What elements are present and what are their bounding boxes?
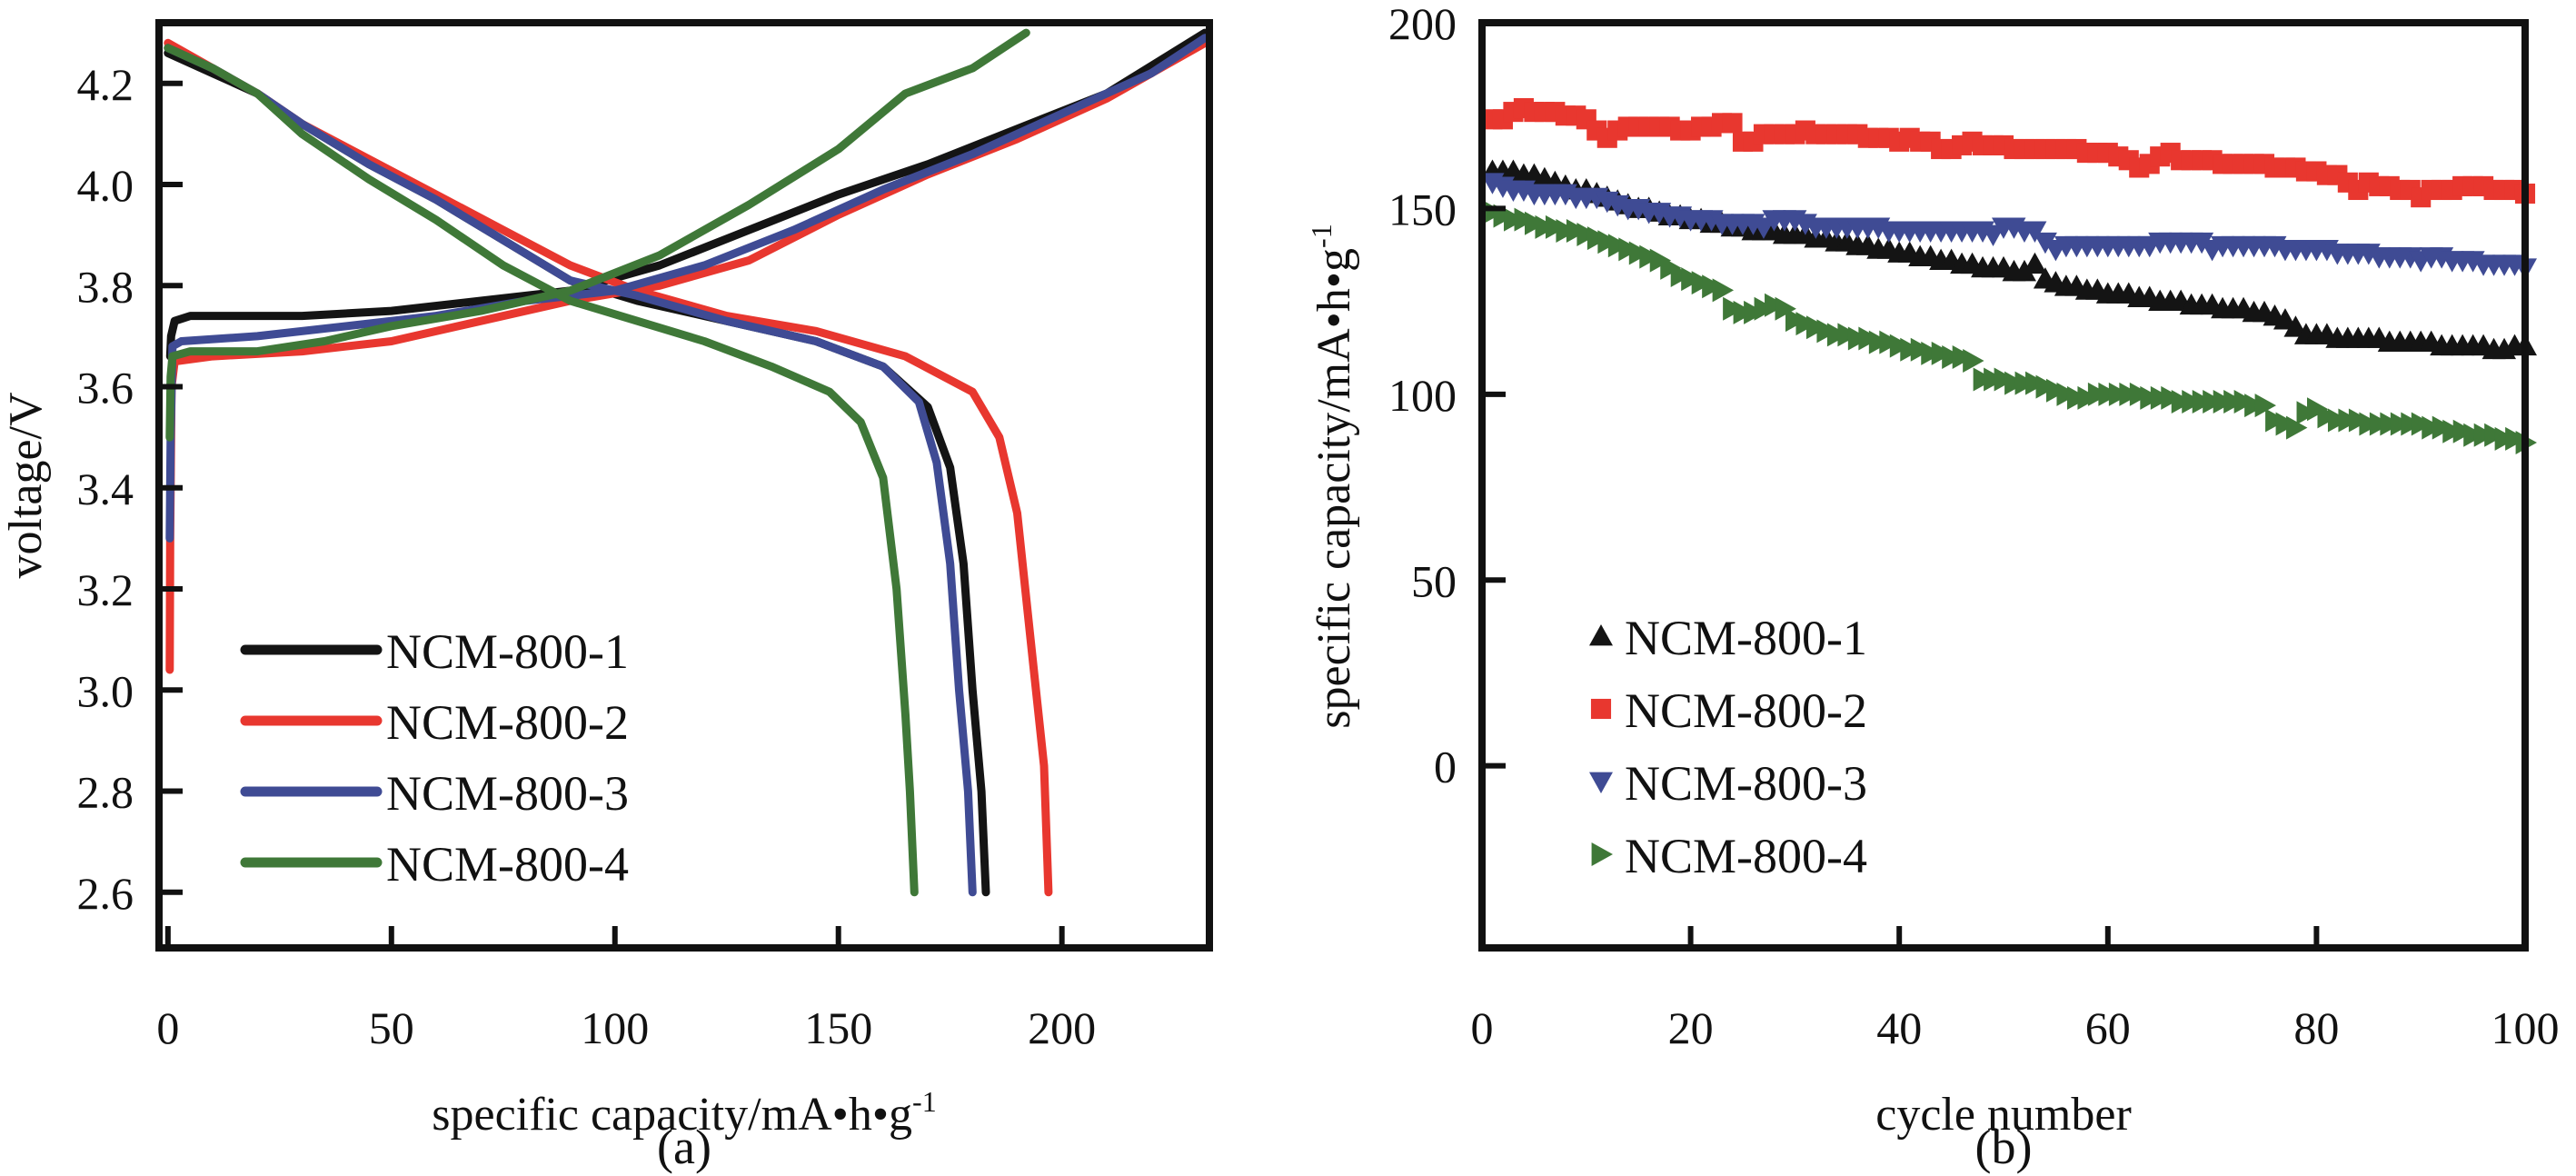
legend-item-ncm-800-4: NCM-800-4: [240, 837, 629, 892]
panel-b-ticks: 0 20 40 60 80 100 0 50 100 150 200: [1388, 0, 2560, 1053]
y-tick-label-100: 100: [1388, 370, 1457, 421]
x-tick-label-0: 0: [1471, 1002, 1494, 1053]
y-tick-label-200: 200: [1388, 0, 1457, 49]
x-tick-label-150: 150: [804, 1002, 872, 1053]
legend-label-ncm-800-4: NCM-800-4: [386, 837, 629, 892]
y-tick-label-2-6: 2.6: [77, 868, 134, 919]
legend-marker-ncm-800-4: [1591, 842, 1613, 866]
x-tick-label-60: 60: [2085, 1002, 2131, 1053]
panel-a-x-axis-title-text: specific capacity/mA•h•g: [432, 1089, 912, 1141]
x-tick-label-40: 40: [1876, 1002, 1922, 1053]
panel-b-label: (b): [1975, 1120, 2033, 1174]
legend-marker-ncm-800-3: [1589, 772, 1613, 793]
legend-item-ncm-800-2: NCM-800-2: [1590, 683, 1867, 738]
series-ncm-800-4-charge-curve: [165, 28, 1030, 442]
panel-b-cycling: 0 20 40 60 80 100 0 50 100 150 200 cycle number sp…: [1305, 0, 2560, 1174]
data-point-ncm-800-2-cycle-24: [1722, 113, 1743, 134]
panel-a-x-axis-title: specific capacity/mA•h•g-1: [432, 1085, 936, 1141]
panel-a-y-axis-title: voltage/V: [0, 392, 52, 578]
y-tick-label-3-8: 3.8: [77, 261, 134, 312]
data-point-ncm-800-1-cycle-53: [2023, 252, 2047, 274]
panel-b-y-axis-title-superscript: -1: [1305, 224, 1338, 248]
series-ncm-800-2: [1482, 97, 2536, 208]
data-point-ncm-800-4-cycle-75: [2254, 394, 2276, 418]
panel-b-legend: NCM-800-1 NCM-800-2 NCM-800-3 NCM-800-4: [1589, 611, 1867, 883]
legend-label-ncm-800-1: NCM-800-1: [386, 624, 629, 679]
legend-item-ncm-800-1: NCM-800-1: [1589, 611, 1867, 665]
panel-a-label: (a): [657, 1120, 711, 1174]
data-point-ncm-800-3-cycle-69: [2190, 232, 2214, 254]
legend-marker-ncm-800-1: [1589, 624, 1613, 646]
y-tick-label-50: 50: [1411, 555, 1457, 606]
x-tick-label-100: 100: [2491, 1002, 2560, 1053]
y-tick-label-4-2: 4.2: [77, 59, 134, 110]
data-point-ncm-800-1-cycle-52: [2012, 259, 2036, 282]
panel-a-ticks: 0 50 100 150 200 2.6 2.8 3.0 3.2 3.4 3.6 3.8 4.0 4.2: [77, 59, 1097, 1053]
series-ncm-800-3-discharge-curve: [164, 44, 977, 897]
x-tick-label-80: 80: [2293, 1002, 2339, 1053]
panel-b-y-axis-title: specific capacity/mA•h•g-1: [1305, 224, 1360, 728]
legend-item-ncm-800-3: NCM-800-3: [1589, 756, 1867, 811]
y-tick-label-2-8: 2.8: [77, 767, 134, 818]
y-tick-label-3-4: 3.4: [77, 463, 134, 514]
data-point-ncm-800-4-cycle-23: [1712, 278, 1735, 303]
x-tick-label-20: 20: [1668, 1002, 1714, 1053]
series-ncm-800-4-discharge-curve: [164, 44, 919, 897]
panel-b-x-axis-title: cycle number: [1875, 1089, 2132, 1141]
y-tick-label-4-0: 4.0: [77, 160, 134, 211]
y-tick-label-3-6: 3.6: [77, 363, 134, 414]
panel-a-series-group: [164, 28, 1209, 897]
panel-a-voltage-profile: 0 50 100 150 2002.62.83.03.23.43.63.84.04.2 …: [0, 19, 1213, 1174]
y-tick-label-150: 150: [1388, 184, 1457, 234]
legend-item-ncm-800-4: NCM-800-4: [1591, 829, 1867, 883]
legend-label-ncm-800-3: NCM-800-3: [386, 766, 629, 821]
x-tick-label-200: 200: [1028, 1002, 1096, 1053]
y-tick-label-3-0: 3.0: [77, 665, 134, 716]
panel-b-plot-frame: [1478, 19, 2529, 952]
y-tick-label-3-2: 3.2: [77, 564, 134, 615]
panel-a-x-axis-title-superscript: -1: [912, 1085, 937, 1118]
panel-a-plot-frame: [155, 19, 1213, 952]
series-ncm-800-4: [1483, 200, 2537, 454]
panel-a-legend: NCM-800-1 NCM-800-2 NCM-800-3 NCM-800-4: [240, 624, 629, 892]
legend-item-ncm-800-3: NCM-800-3: [240, 766, 629, 821]
legend-label-ncm-800-2: NCM-800-2: [1625, 683, 1867, 738]
legend-label-ncm-800-2: NCM-800-2: [386, 695, 629, 750]
data-point-ncm-800-3-cycle-54: [2033, 232, 2057, 254]
legend-label-ncm-800-4: NCM-800-4: [1625, 829, 1867, 883]
series-ncm-800-3: [1480, 173, 2537, 280]
data-point-ncm-800-4-cycle-78: [2286, 415, 2308, 440]
y-tick-label-0: 0: [1434, 742, 1457, 792]
x-tick-label-100: 100: [581, 1002, 649, 1053]
panel-b-series-group: [1480, 97, 2537, 454]
legend-item-ncm-800-1: NCM-800-1: [240, 624, 629, 679]
legend-marker-ncm-800-2: [1590, 698, 1612, 720]
data-point-ncm-800-3-cycle-53: [2023, 221, 2047, 243]
series-ncm-800-3-charge-curve: [165, 34, 1209, 543]
x-tick-label-0: 0: [156, 1002, 179, 1053]
data-point-ncm-800-4-cycle-47: [1963, 349, 1984, 374]
legend-item-ncm-800-2: NCM-800-2: [240, 695, 629, 750]
x-tick-label-50: 50: [369, 1002, 414, 1053]
legend-label-ncm-800-3: NCM-800-3: [1625, 756, 1867, 811]
legend-label-ncm-800-1: NCM-800-1: [1625, 611, 1867, 665]
panel-b-y-axis-title-text: specific capacity/mA•h•g: [1308, 248, 1360, 729]
